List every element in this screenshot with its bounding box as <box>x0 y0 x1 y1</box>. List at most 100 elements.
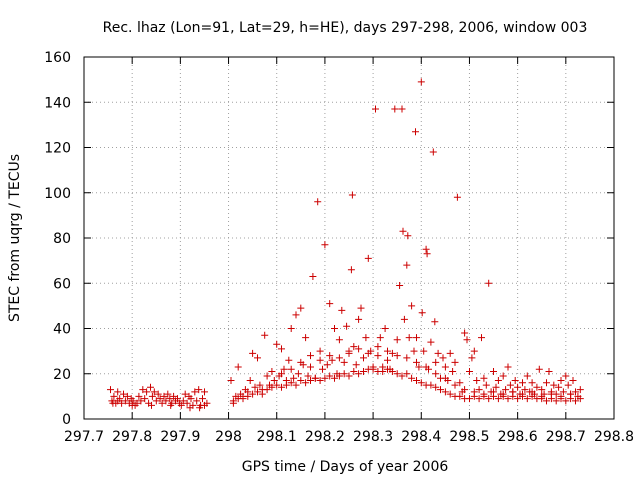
data-point <box>316 347 324 355</box>
data-point <box>278 370 285 378</box>
data-point <box>432 370 440 378</box>
data-point <box>294 370 302 378</box>
data-points <box>107 78 584 412</box>
data-point <box>139 386 147 394</box>
data-point <box>350 343 358 351</box>
data-point <box>254 354 261 362</box>
data-point <box>258 390 266 398</box>
y-tick-label: 120 <box>44 141 71 157</box>
data-point <box>369 365 377 373</box>
data-point <box>572 388 579 396</box>
data-point <box>547 390 555 398</box>
data-point <box>256 381 264 389</box>
data-point <box>287 325 295 332</box>
data-point <box>143 388 151 396</box>
data-point <box>148 401 155 409</box>
data-point <box>499 372 507 380</box>
data-point <box>160 392 168 400</box>
data-point <box>384 356 391 364</box>
data-point <box>177 401 185 409</box>
data-point <box>167 401 175 409</box>
data-point <box>319 365 326 373</box>
y-tick-labels: 0 20 40 60 80 100 120 140 160 <box>44 50 71 428</box>
data-point <box>398 372 406 380</box>
y-tick-label: 60 <box>53 276 71 292</box>
data-point <box>297 358 305 366</box>
x-tick-label: 298.1 <box>257 429 297 445</box>
data-point <box>441 374 449 382</box>
data-point <box>504 395 512 403</box>
data-point <box>345 347 353 355</box>
data-point <box>148 392 156 400</box>
data-point <box>511 377 519 384</box>
data-point <box>357 304 365 312</box>
data-point <box>141 395 149 403</box>
data-point <box>227 377 235 384</box>
x-tick-label: 298.5 <box>449 429 489 445</box>
data-point <box>572 397 579 405</box>
data-point <box>302 334 310 342</box>
y-tick-label: 160 <box>44 50 71 66</box>
data-point <box>422 363 430 371</box>
data-point <box>186 404 194 412</box>
data-point <box>453 193 461 201</box>
x-tick-label: 298.4 <box>401 429 441 445</box>
y-tick-label: 20 <box>53 367 71 383</box>
data-point <box>538 392 546 400</box>
data-point <box>326 300 334 308</box>
data-point <box>494 395 502 403</box>
data-point <box>254 388 261 396</box>
x-tick-label: 298.2 <box>305 429 345 445</box>
data-point <box>552 397 560 405</box>
data-point <box>187 395 195 403</box>
data-point <box>195 386 203 394</box>
data-point <box>470 347 478 355</box>
data-point <box>162 397 170 405</box>
data-point <box>475 395 483 403</box>
data-point <box>413 377 420 384</box>
data-point <box>478 334 485 342</box>
data-point <box>109 399 117 407</box>
data-point <box>107 386 114 394</box>
data-point <box>432 358 440 366</box>
data-point <box>379 363 387 371</box>
x-tick-label: 298.8 <box>594 429 634 445</box>
data-point <box>485 279 493 287</box>
data-point <box>326 372 334 380</box>
data-point <box>360 354 367 362</box>
data-point <box>523 372 531 380</box>
data-point <box>431 318 439 326</box>
data-point <box>297 304 305 312</box>
data-point <box>398 105 406 113</box>
data-point <box>413 334 420 342</box>
data-point <box>543 397 550 405</box>
data-point <box>135 392 143 400</box>
grid-lines <box>84 57 614 419</box>
data-point <box>128 401 136 409</box>
data-point <box>331 325 338 332</box>
data-point <box>137 397 145 405</box>
data-point <box>446 390 454 398</box>
data-point <box>415 363 423 371</box>
data-point <box>441 363 449 371</box>
data-point <box>156 395 164 403</box>
x-tick-label: 297.8 <box>112 429 152 445</box>
data-point <box>273 340 281 348</box>
data-point <box>490 368 497 375</box>
data-point <box>340 358 348 366</box>
data-point <box>482 381 490 389</box>
data-point <box>519 390 526 398</box>
data-point <box>559 388 567 396</box>
data-point <box>468 354 476 362</box>
data-point <box>307 363 314 371</box>
data-point <box>316 356 324 364</box>
x-tick-label: 298.6 <box>498 429 538 445</box>
data-point <box>427 381 435 389</box>
data-point <box>133 399 141 407</box>
data-point <box>150 388 158 396</box>
data-point <box>191 388 199 396</box>
data-point <box>347 266 355 274</box>
data-point <box>567 390 575 398</box>
data-point <box>376 334 384 342</box>
